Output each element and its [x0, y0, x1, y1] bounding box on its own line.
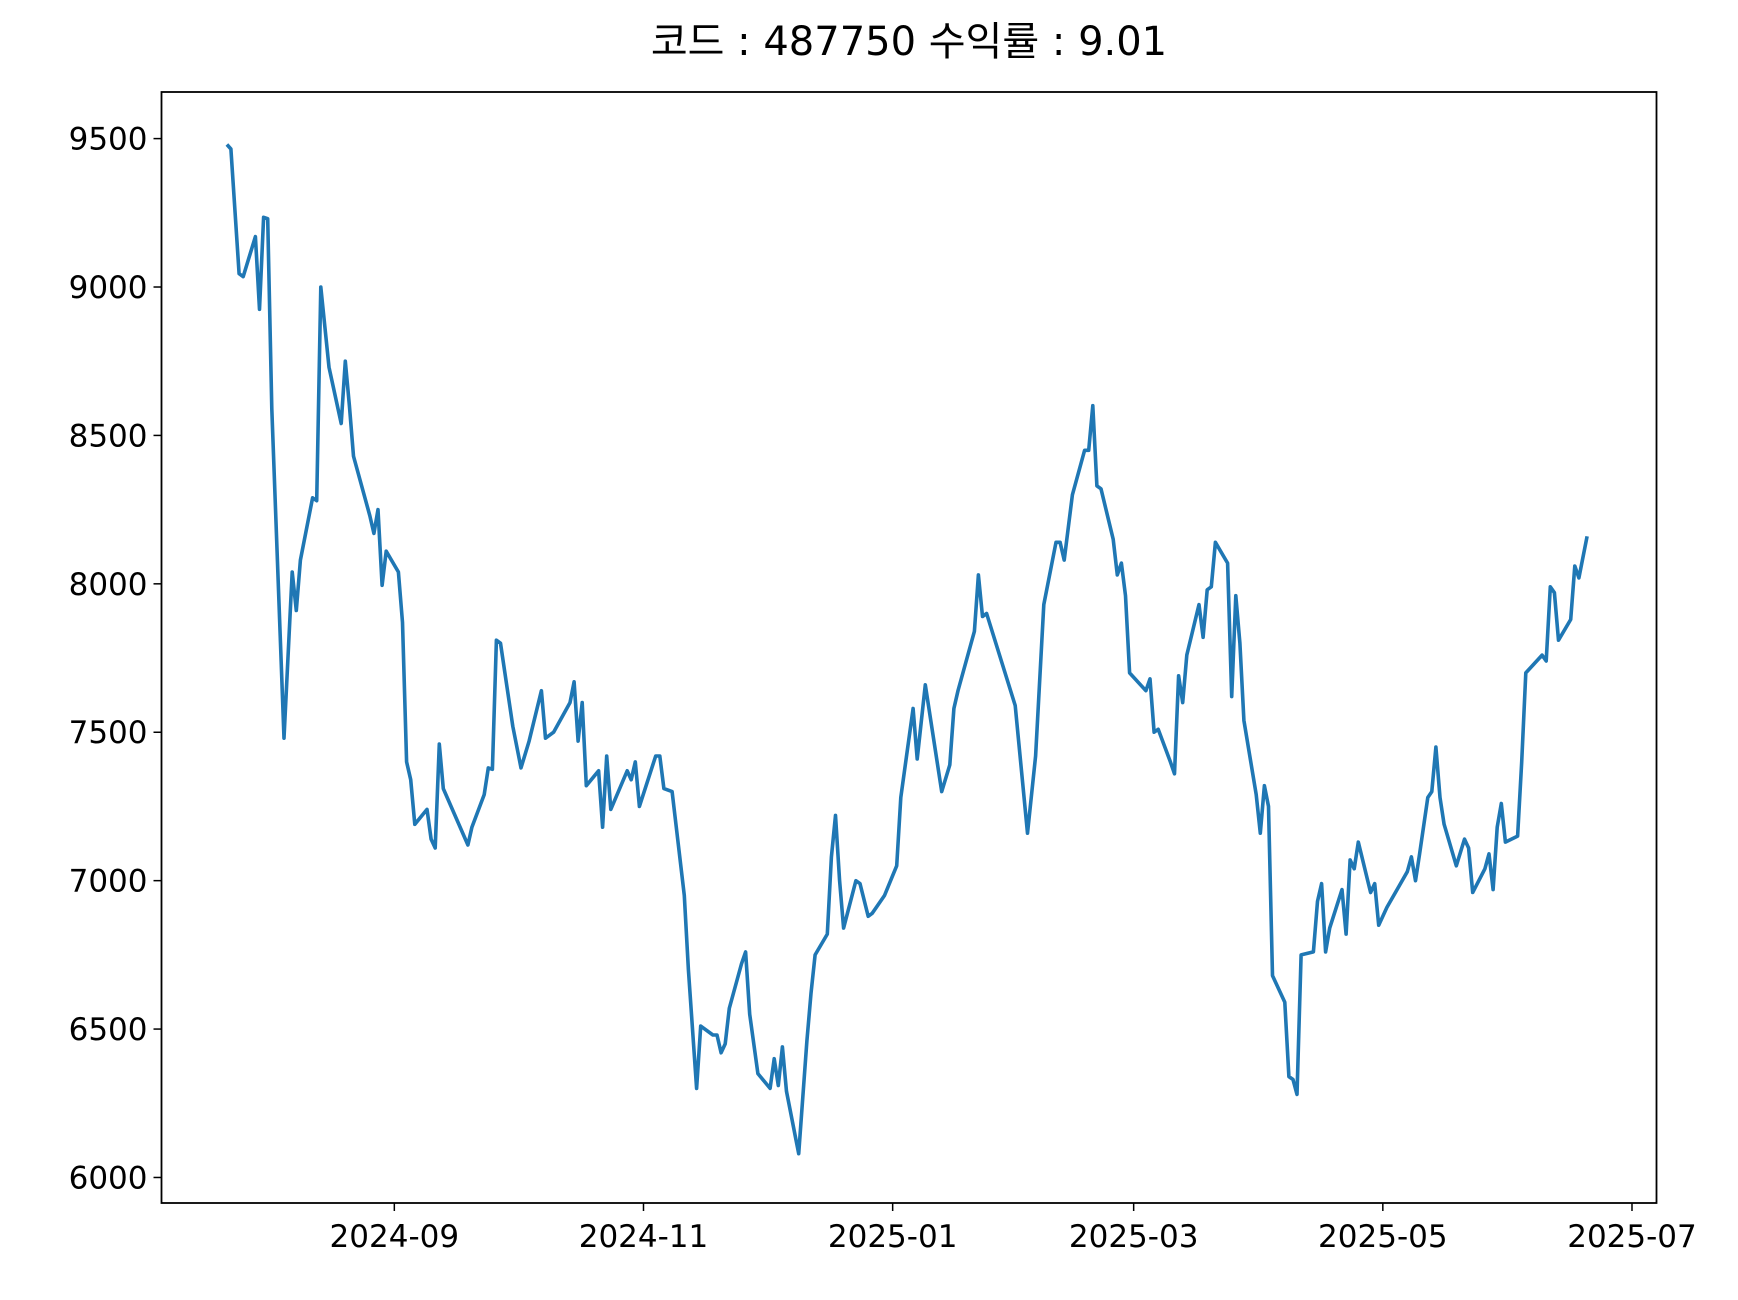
- y-tick-label: 8000: [69, 567, 148, 603]
- plot-frame: [160, 91, 1658, 1204]
- x-tick-label: 2025-03: [1069, 1219, 1199, 1255]
- x-tick-label: 2025-01: [828, 1219, 958, 1255]
- chart-title: 코드 : 487750 수익률 : 9.01: [651, 19, 1167, 65]
- x-tick-label: 2024-11: [579, 1219, 709, 1255]
- y-tick-label: 6500: [69, 1012, 148, 1048]
- y-tick-label: 9500: [69, 122, 148, 158]
- line: [225, 143, 1589, 1156]
- y-tick-label: 7500: [69, 715, 148, 751]
- y-tick-label: 9000: [69, 270, 148, 306]
- y-tick-label: 6000: [69, 1160, 148, 1196]
- y-tick-label: 7000: [69, 864, 148, 900]
- x-tick-label: 2025-05: [1318, 1219, 1448, 1255]
- x-tick-label: 2024-09: [330, 1219, 460, 1255]
- y-tick-label: 8500: [69, 418, 148, 454]
- x-tick-label: 2025-07: [1567, 1219, 1697, 1255]
